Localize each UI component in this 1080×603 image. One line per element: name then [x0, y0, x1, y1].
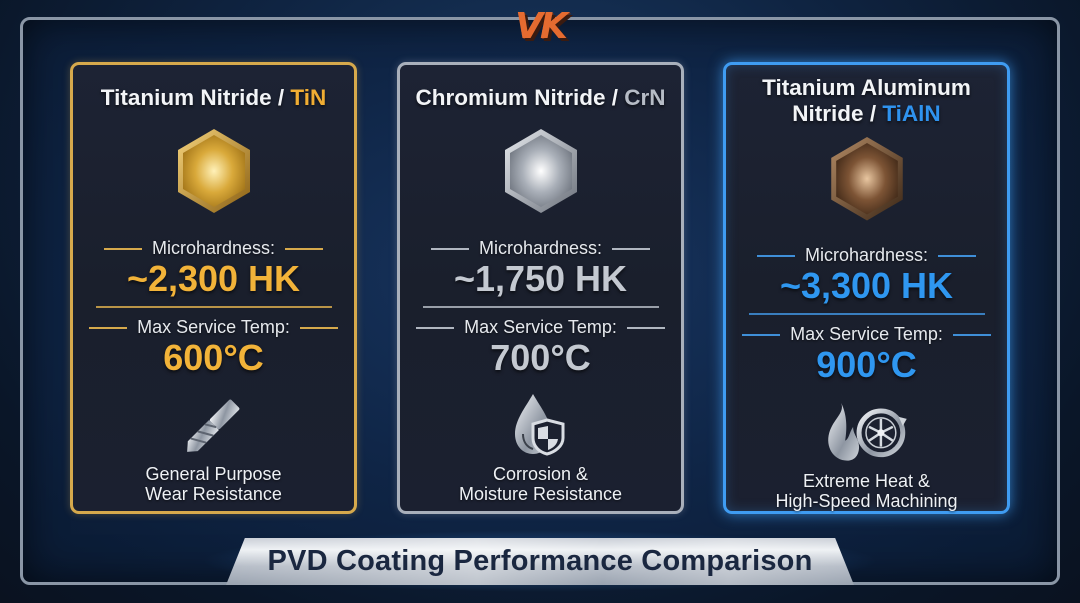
max-temp-value: 900°C [816, 344, 917, 386]
divider [748, 313, 985, 316]
drill-bit-icon [186, 399, 239, 452]
divider [422, 306, 659, 308]
formula-label: TiN [290, 85, 327, 110]
use-case-text: General Purpose Wear Resistance [145, 464, 282, 504]
coating-card-tialn: Titanium Aluminum Nitride / TiAlN Microh… [723, 62, 1010, 514]
max-temp-value: 700°C [490, 337, 591, 378]
silver-hexagon-icon [504, 129, 577, 213]
use-case-text: Extreme Heat & High-Speed Machining [775, 471, 958, 511]
microhardness-value: ~3,300 HK [779, 265, 954, 307]
card-title: Titanium Aluminum Nitride / TiAlN [762, 75, 971, 126]
temp-label-row: Max Service Temp: [400, 317, 681, 338]
droplet-shield-icon [514, 394, 564, 456]
formula-label: CrN [624, 85, 666, 110]
microhardness-label-row: Microhardness: [400, 238, 681, 259]
coating-card-tin: Titanium Nitride / TiN Microhardness: ~2… [70, 62, 357, 514]
card-title: Chromium Nitride / CrN [415, 85, 666, 110]
bronze-hexagon-icon [830, 136, 903, 221]
max-temp-value: 600°C [163, 337, 264, 378]
microhardness-label-row: Microhardness: [73, 238, 354, 259]
microhardness-value: ~2,300 HK [126, 258, 301, 299]
microhardness-value: ~1,750 HK [453, 258, 628, 299]
gold-hexagon-icon [177, 129, 250, 213]
vk-logo: VK [508, 5, 572, 47]
card-title: Titanium Nitride / TiN [100, 85, 327, 110]
formula-label: TiAlN [882, 101, 941, 126]
temp-label-row: Max Service Temp: [73, 317, 354, 338]
divider [95, 306, 332, 308]
temp-label-row: Max Service Temp: [726, 324, 1007, 345]
title-banner: PVD Coating Performance Comparison [226, 538, 854, 585]
use-case-text: Corrosion & Moisture Resistance [458, 464, 623, 504]
microhardness-label-row: Microhardness: [726, 245, 1007, 266]
flame-turbine-icon [827, 403, 907, 462]
coating-card-crn: Chromium Nitride / CrN Microhardness: ~1… [397, 62, 684, 514]
banner-title: PVD Coating Performance Comparison [267, 545, 813, 577]
